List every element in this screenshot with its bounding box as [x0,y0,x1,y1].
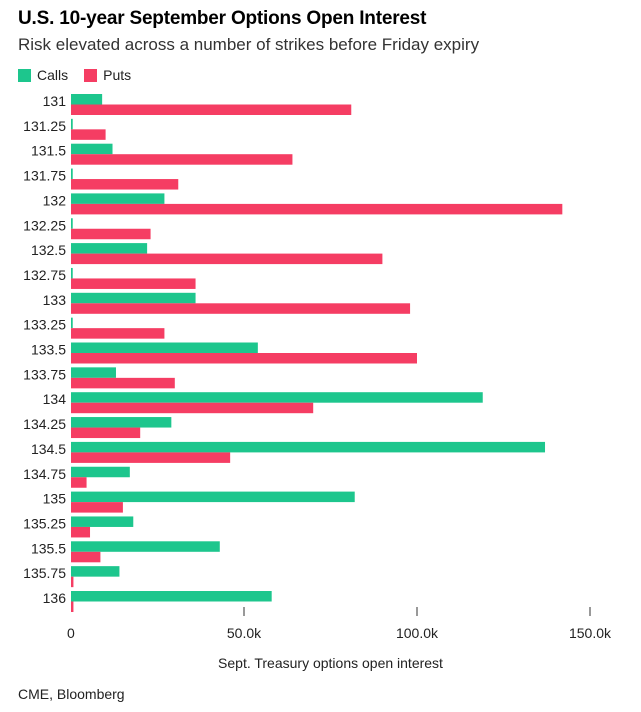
bar-puts [71,203,563,215]
bar-puts [71,129,106,140]
bar-puts [71,601,74,612]
bar-calls [71,566,120,577]
bar-calls [71,243,148,254]
bar-calls [71,143,113,155]
x-tick-label: 150.0k [569,625,612,641]
y-tick-label: 134 [43,391,67,407]
bar-puts [71,477,87,488]
bar-calls [71,317,73,329]
bar-puts [71,179,179,190]
bar-calls [71,417,172,428]
y-tick-label: 133 [43,292,67,308]
chart-subtitle: Risk elevated across a number of strikes… [18,35,480,54]
bar-puts [71,402,314,414]
bar-puts [71,576,74,588]
legend-item-puts: Puts [84,67,131,83]
bar-calls [71,168,73,180]
y-tick-label: 135.5 [31,540,66,556]
y-tick-label: 136 [43,590,67,606]
bar-calls [71,491,355,503]
bar-calls [71,193,165,204]
y-tick-label: 133.25 [23,317,66,333]
bar-puts [71,526,91,538]
bar-puts [71,154,293,165]
y-tick-label: 135 [43,491,67,507]
y-tick-label: 134.5 [31,441,66,457]
y-tick-label: 134.25 [23,416,66,432]
y-tick-label: 131.75 [23,168,66,184]
y-tick-label: 131 [43,93,67,109]
chart-title: U.S. 10-year September Options Open Inte… [18,8,427,29]
y-tick-label: 135.25 [23,515,66,531]
y-tick-label: 131.5 [31,143,66,159]
source-note: CME, Bloomberg [18,686,125,702]
legend-label-puts: Puts [103,67,132,83]
legend-swatch-puts [84,68,98,82]
x-tick-label: 0 [67,625,75,641]
x-tick-label: 100.0k [396,625,439,641]
bar-calls [71,367,116,378]
bar-calls [71,591,272,602]
bar-puts [71,228,151,240]
bar-calls [71,94,103,105]
y-tick-label: 132.25 [23,217,66,233]
bar-calls [71,392,483,403]
y-tick-label: 131.25 [23,118,66,134]
legend-swatch-calls [18,68,31,82]
y-tick-label: 134.75 [23,466,66,482]
bar-calls [71,218,73,229]
bar-calls [71,118,73,130]
bar-puts [71,427,141,439]
bar-puts [71,104,352,115]
bar-calls [71,541,220,552]
bar-puts [71,502,123,513]
bar-calls [71,292,196,304]
legend: Calls Puts [18,67,131,83]
legend-label-calls: Calls [37,67,69,83]
bar-puts [71,253,383,265]
y-tick-label: 132.75 [23,267,66,283]
bar-puts [71,551,101,563]
bar-puts [71,452,231,463]
y-tick-label: 133.75 [23,366,66,382]
bar-puts [71,377,175,389]
x-tick-label: 50.0k [227,625,262,641]
bar-calls [71,466,130,478]
bar-calls [71,267,73,279]
x-axis-label: Sept. Treasury options open interest [218,655,443,671]
bar-puts [71,328,165,339]
bar-puts [71,353,417,364]
bar-calls [71,516,134,527]
bar-puts [71,278,196,289]
y-tick-label: 133.5 [31,342,66,358]
y-tick-label: 132 [43,192,67,208]
bar-calls [71,441,546,453]
y-tick-label: 135.75 [23,565,66,581]
bar-puts [71,303,411,314]
bar-calls [71,342,258,353]
legend-item-calls: Calls [18,67,68,83]
y-tick-label: 132.5 [31,242,66,258]
